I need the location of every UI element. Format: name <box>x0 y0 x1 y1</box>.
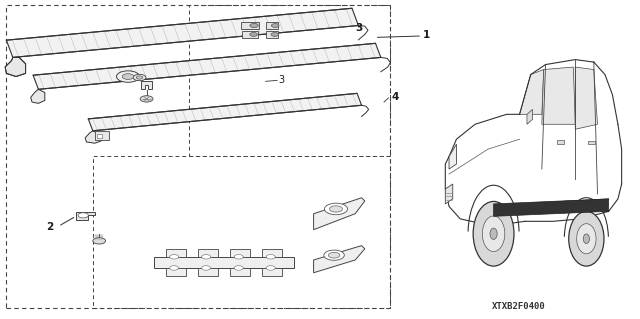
Text: 4: 4 <box>392 93 399 102</box>
Text: 1: 1 <box>422 30 429 40</box>
Bar <box>242 31 258 38</box>
Circle shape <box>234 255 243 259</box>
Circle shape <box>170 255 179 259</box>
Circle shape <box>93 238 106 244</box>
Circle shape <box>250 23 259 28</box>
Polygon shape <box>445 184 452 204</box>
Circle shape <box>202 266 211 270</box>
Circle shape <box>330 206 342 212</box>
Bar <box>97 134 102 138</box>
Bar <box>266 22 278 29</box>
Circle shape <box>170 266 179 270</box>
Circle shape <box>324 250 344 260</box>
Ellipse shape <box>569 211 604 266</box>
Polygon shape <box>493 199 609 216</box>
Text: 2: 2 <box>46 222 53 232</box>
Circle shape <box>133 74 146 81</box>
Circle shape <box>78 213 88 218</box>
Circle shape <box>140 96 153 102</box>
Bar <box>241 22 259 29</box>
Circle shape <box>328 252 340 258</box>
Circle shape <box>136 76 143 79</box>
Polygon shape <box>314 246 365 273</box>
Circle shape <box>234 266 243 270</box>
Polygon shape <box>6 8 358 57</box>
Bar <box>557 140 564 144</box>
Text: 3: 3 <box>278 75 285 85</box>
Bar <box>189 5 390 156</box>
Circle shape <box>122 74 134 79</box>
Polygon shape <box>520 70 543 114</box>
Bar <box>198 249 218 257</box>
Bar <box>6 5 390 308</box>
Bar <box>262 249 282 257</box>
Polygon shape <box>76 212 95 220</box>
Bar <box>198 268 218 276</box>
Polygon shape <box>85 131 101 143</box>
Polygon shape <box>314 198 365 230</box>
Circle shape <box>202 255 211 259</box>
Polygon shape <box>575 67 598 129</box>
Ellipse shape <box>473 201 514 266</box>
Circle shape <box>250 33 257 36</box>
Ellipse shape <box>583 234 589 243</box>
Polygon shape <box>5 57 26 77</box>
Circle shape <box>324 203 348 215</box>
Bar <box>154 257 294 268</box>
Polygon shape <box>542 67 575 124</box>
Circle shape <box>271 33 279 36</box>
Polygon shape <box>88 93 362 131</box>
Bar <box>588 141 595 144</box>
Text: XTXB2F0400: XTXB2F0400 <box>492 302 545 311</box>
Polygon shape <box>449 144 456 169</box>
Circle shape <box>116 71 140 82</box>
Bar <box>230 249 250 257</box>
Ellipse shape <box>490 228 497 240</box>
Ellipse shape <box>577 224 596 254</box>
Bar <box>166 249 186 257</box>
Circle shape <box>271 24 279 27</box>
Circle shape <box>266 266 275 270</box>
Ellipse shape <box>483 216 505 252</box>
Bar <box>230 268 250 276</box>
Polygon shape <box>33 43 381 89</box>
Circle shape <box>266 255 275 259</box>
Polygon shape <box>31 89 45 103</box>
Bar <box>95 131 109 140</box>
Polygon shape <box>527 109 532 124</box>
Text: 3: 3 <box>355 23 362 33</box>
Polygon shape <box>141 81 152 89</box>
Bar <box>266 31 278 38</box>
Bar <box>93 156 390 308</box>
Bar <box>166 268 186 276</box>
Bar <box>262 268 282 276</box>
